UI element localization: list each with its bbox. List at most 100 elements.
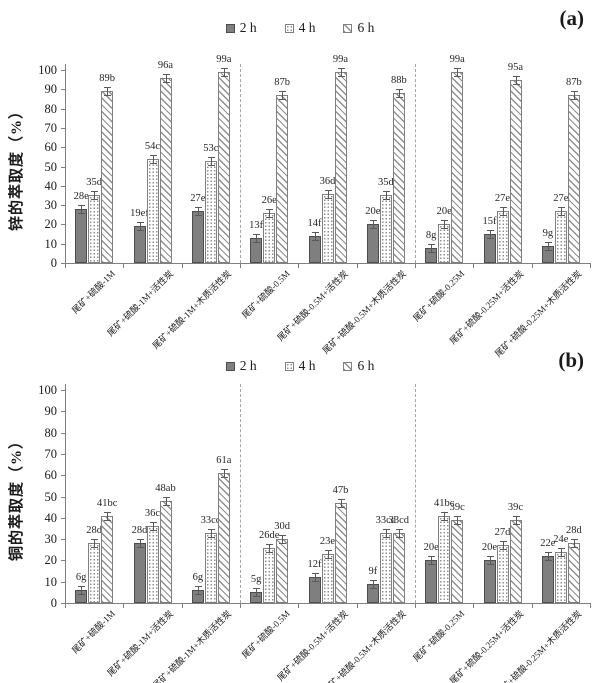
bar-value-label: 28e: [73, 190, 89, 202]
error-bar-cap: [454, 75, 462, 77]
bar-2h-group2: [133, 226, 146, 263]
x-tick: [590, 604, 591, 608]
panel-b-copper-chart: 2 h 4 h 6 h (b) 铜的萃取度（%） 0 10 20 30 40 50 60 70 80 90 1…: [0, 345, 600, 683]
bar-value-label: 33cd: [375, 514, 397, 526]
bar-value-label: 12f: [307, 559, 322, 571]
bar-value-label: 24e: [553, 533, 569, 545]
group-divider-line: [415, 384, 416, 603]
error-bar-cap: [499, 549, 507, 551]
error-bar-cap: [220, 469, 228, 471]
bar-2h-group1: [75, 208, 88, 263]
error-bar-cap: [253, 233, 261, 235]
bar-value-label: 22e: [540, 538, 556, 550]
error-bar-cap: [570, 99, 578, 101]
error-bar: [372, 220, 374, 229]
y-tick-label: 40: [44, 510, 58, 525]
panel-tag: (b): [558, 348, 584, 372]
error-bar: [81, 586, 83, 595]
error-bar: [282, 91, 284, 100]
error-bar: [94, 539, 96, 548]
y-tick-label: 40: [44, 178, 58, 193]
y-tick: [61, 166, 65, 168]
category-label: 尾矿+硫酸-0.25M: [411, 268, 467, 324]
y-tick: [61, 475, 65, 477]
error-bar-cap: [91, 191, 99, 193]
y-tick-label: 20: [44, 217, 58, 232]
error-bar-cap: [266, 208, 274, 210]
y-tick-label: 60: [44, 468, 58, 483]
bar-2h-group2: [133, 543, 146, 603]
bar-2h-group3: [191, 210, 204, 263]
bar-2h-group7: [425, 560, 438, 603]
error-bar-cap: [428, 243, 436, 245]
bar-6h-group9: [567, 543, 580, 603]
error-bar-cap: [324, 558, 332, 559]
panel-a-zinc-chart: 2 h 4 h 6 h (a) 锌的萃取度（%） 0 10 20 30 40 50 60 70 80 90 1…: [9, 6, 591, 359]
error-bar-cap: [266, 216, 274, 218]
error-bar-cap: [499, 541, 507, 543]
error-bar-cap: [544, 241, 552, 243]
x-tick: [473, 604, 475, 608]
x-tick: [65, 264, 66, 268]
error-bar: [152, 522, 154, 531]
bar-4h-group1: [88, 195, 101, 263]
legend-item-4h: 4 h: [284, 20, 315, 36]
group-divider-line: [415, 64, 416, 263]
legend-swatch-4h-icon: [284, 23, 294, 33]
bar-value-label: 26de: [258, 529, 280, 541]
error-bar: [81, 204, 83, 213]
bar-value-label: 39c: [507, 501, 524, 513]
error-bar-cap: [207, 164, 215, 166]
y-tick: [61, 560, 65, 562]
error-bar: [385, 528, 387, 537]
error-bar: [372, 579, 374, 588]
error-bar-cap: [311, 239, 319, 241]
bar-4h-group6: [379, 532, 392, 603]
error-bar: [165, 496, 167, 505]
bar-6h-group1: [101, 515, 114, 603]
y-tick-label: 60: [44, 140, 58, 155]
bar-6h-group7: [451, 71, 464, 263]
error-bar: [327, 189, 329, 198]
group-divider-line: [240, 384, 241, 603]
error-bar-cap: [382, 199, 390, 201]
error-bar-cap: [162, 81, 170, 83]
y-tick-label: 10: [44, 236, 58, 251]
y-tick: [61, 539, 65, 541]
y-tick-label: 80: [44, 101, 58, 116]
legend-label: 6 h: [357, 358, 375, 373]
error-bar-cap: [441, 228, 449, 230]
bar-4h-group3: [204, 160, 217, 263]
error-bar-cap: [441, 519, 449, 521]
bar-value-label: 33cd: [388, 514, 410, 526]
y-tick: [61, 243, 65, 245]
bar-value-label: 28d: [131, 525, 148, 537]
bar-4h-group8: [496, 545, 509, 603]
x-tick: [240, 604, 241, 608]
bar-value-label: 20e: [365, 206, 381, 218]
panel-tag: (a): [559, 6, 585, 30]
y-tick: [61, 127, 65, 129]
error-bar: [431, 243, 433, 252]
error-bar-cap: [194, 594, 202, 596]
error-bar: [502, 541, 504, 550]
bar-value-label: 39c: [449, 501, 465, 513]
error-bar-cap: [512, 75, 520, 77]
error-bar-cap: [382, 536, 390, 538]
x-tick: [298, 604, 300, 608]
bar-6h-group8: [509, 519, 522, 603]
error-bar-cap: [337, 75, 345, 77]
error-bar: [547, 552, 549, 561]
error-bar-cap: [441, 220, 449, 222]
error-bar: [398, 528, 400, 537]
bar-6h-group2: [159, 500, 172, 603]
error-bar-cap: [253, 241, 261, 243]
error-bar-cap: [499, 214, 507, 216]
error-bar: [139, 539, 141, 548]
bar-value-label: 35d: [86, 177, 103, 189]
bar-value-label: 8g: [425, 229, 437, 241]
bar-6h-group6: [392, 532, 405, 603]
error-bar-cap: [324, 197, 332, 199]
error-bar: [269, 208, 271, 217]
y-tick-label: 80: [44, 425, 58, 440]
